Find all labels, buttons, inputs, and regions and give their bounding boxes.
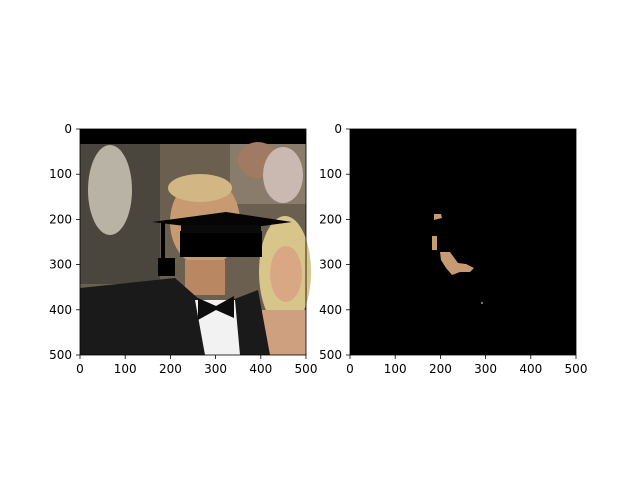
y-tick-label: 100 — [319, 167, 342, 181]
x-tick-label: 200 — [429, 362, 452, 376]
left-image — [80, 129, 311, 355]
y-tick-label: 300 — [49, 258, 72, 272]
x-tick-label: 100 — [384, 362, 407, 376]
x-tick-label: 200 — [159, 362, 182, 376]
y-tick-label: 0 — [334, 122, 342, 136]
right-image — [350, 129, 576, 355]
y-tick-label: 200 — [49, 212, 72, 226]
skin-region — [432, 214, 483, 304]
woman-face — [270, 246, 302, 302]
bow-tie — [198, 296, 234, 320]
y-tick-label: 100 — [49, 167, 72, 181]
y-tick-label: 500 — [49, 348, 72, 362]
right-axes-frame — [349, 128, 577, 356]
x-tick-label: 300 — [204, 362, 227, 376]
x-tick-label: 500 — [295, 362, 318, 376]
y-tick-label: 200 — [319, 212, 342, 226]
x-tick-label: 500 — [565, 362, 588, 376]
left-y-axis: 0 100 200 300 400 500 — [49, 122, 80, 362]
x-tick-label: 400 — [519, 362, 542, 376]
right-panel: 0 100 200 300 400 500 0 100 200 300 400 500 — [319, 122, 587, 376]
left-panel: 0 100 200 300 400 500 0 100 200 300 400 500 — [49, 122, 317, 376]
y-tick-label: 400 — [49, 303, 72, 317]
y-tick-label: 300 — [319, 258, 342, 272]
y-tick-label: 500 — [319, 348, 342, 362]
right-x-axis: 0 100 200 300 400 500 — [346, 355, 587, 376]
x-tick-label: 300 — [474, 362, 497, 376]
x-tick-label: 0 — [346, 362, 354, 376]
x-tick-label: 400 — [249, 362, 272, 376]
x-tick-label: 0 — [76, 362, 84, 376]
y-tick-label: 400 — [319, 303, 342, 317]
eye-mask-bar — [180, 231, 262, 257]
left-axes-frame — [79, 128, 307, 356]
left-x-axis: 0 100 200 300 400 500 — [76, 355, 317, 376]
y-tick-label: 0 — [64, 122, 72, 136]
right-y-axis: 0 100 200 300 400 500 — [319, 122, 350, 362]
x-tick-label: 100 — [114, 362, 137, 376]
